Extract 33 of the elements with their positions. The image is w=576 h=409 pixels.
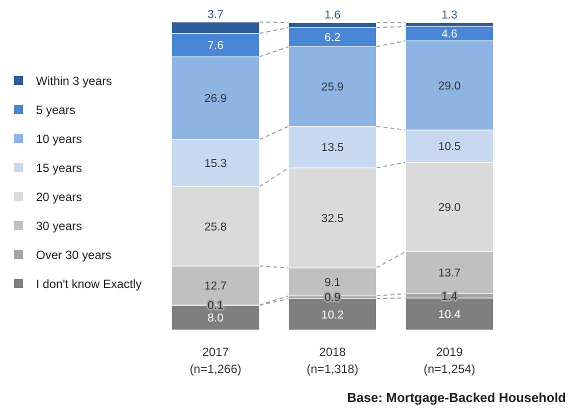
data-label: 32.5 — [321, 212, 344, 225]
data-label: 1.3 — [441, 10, 458, 22]
legend-label: 15 years — [36, 161, 82, 175]
data-label: 25.9 — [321, 81, 344, 94]
data-label: 10.4 — [438, 309, 462, 321]
x-tick-label: 2017 (n=1,266) — [190, 345, 242, 376]
data-label: 15.3 — [204, 158, 227, 170]
x-tick-label: 2018 (n=1,318) — [306, 345, 358, 376]
data-label: 26.9 — [204, 93, 227, 106]
data-label: 13.5 — [321, 142, 344, 154]
legend-label: Within 3 years — [36, 74, 112, 88]
data-label: 25.8 — [204, 221, 227, 234]
data-label: 8.0 — [208, 312, 224, 325]
text: Base: Mortgage-Backed Household — [347, 390, 566, 405]
data-label: 29.0 — [438, 80, 461, 92]
data-label: 9.1 — [324, 276, 340, 289]
data-label: 13.7 — [438, 268, 461, 280]
legend-label: 30 years — [36, 219, 82, 233]
data-label: 10.5 — [438, 141, 461, 154]
legend-label: 10 years — [36, 132, 82, 146]
data-label: 4.6 — [441, 28, 458, 41]
legend-label: 5 years — [36, 103, 76, 117]
data-label: 1.6 — [324, 10, 340, 22]
data-label: 10.2 — [321, 309, 344, 322]
data-label: 6.2 — [324, 32, 340, 44]
legend-label: I don't know Exactly — [36, 277, 142, 291]
legend-label: 20 years — [36, 190, 82, 204]
legend-label: Over 30 years — [36, 248, 112, 262]
data-label: 12.7 — [204, 280, 227, 293]
data-label: 7.6 — [208, 40, 224, 52]
data-label: 3.7 — [208, 9, 224, 21]
data-label: 29.0 — [438, 202, 461, 214]
x-tick-label: 2019 (n=1,254) — [424, 345, 476, 376]
